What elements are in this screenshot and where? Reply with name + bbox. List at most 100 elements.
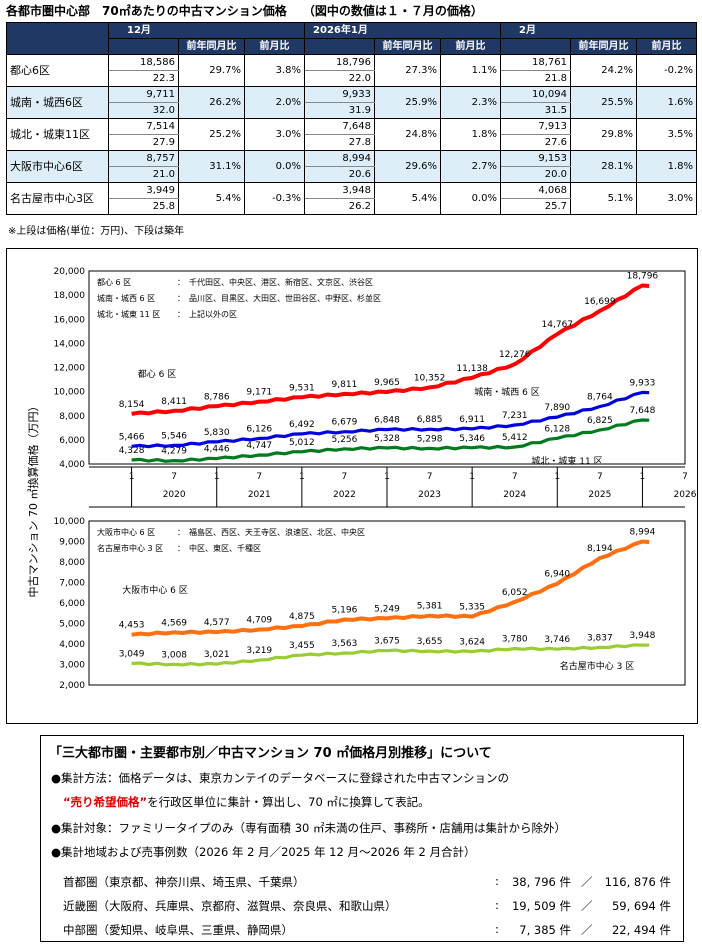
mom-cell: 1.8% xyxy=(636,150,698,183)
series-name-label: 名古屋市中心 3 区 xyxy=(560,660,634,672)
line-chart: 中古マンション 70 ㎡換算価格（万円）20,00018,00016,00014… xyxy=(26,267,697,691)
x-tick-label: 1 xyxy=(129,472,135,482)
region-name: 近畿圏（大阪府、兵庫県、京都府、滋賀県、奈良県、和歌山県） xyxy=(63,899,397,913)
data-label: 3,837 xyxy=(587,633,613,643)
region-slash: ／ xyxy=(581,899,593,913)
y-tick-label: 8,000 xyxy=(59,412,85,422)
price-cell: 3,948 xyxy=(304,182,376,199)
month-header: 2月 xyxy=(500,22,698,39)
data-label: 5,328 xyxy=(374,434,400,444)
region-b: 59, 694 件 xyxy=(611,899,671,913)
region-b: 22, 494 件 xyxy=(611,923,671,937)
data-label: 4,875 xyxy=(289,612,315,622)
data-label: 3,049 xyxy=(119,649,145,659)
data-label: 4,279 xyxy=(161,447,187,457)
region-slash: ／ xyxy=(581,875,593,889)
plot-area xyxy=(88,270,686,465)
mom-cell: 3.8% xyxy=(243,54,306,87)
y-tick-label: 16,000 xyxy=(54,315,86,325)
data-label: 5,830 xyxy=(204,428,230,438)
subheader: 前年同月比 xyxy=(570,38,638,55)
data-label: 5,196 xyxy=(332,605,358,615)
mom-cell: 0.0% xyxy=(440,182,502,215)
data-label: 4,569 xyxy=(161,618,187,628)
price-cell: 18,586 xyxy=(108,54,179,71)
legend-desc: ： 品川区、目黒区、大田区、世田谷区、中野区、杉並区 xyxy=(177,293,381,303)
data-label: 8,154 xyxy=(119,400,145,410)
yoy-cell: 31.1% xyxy=(178,150,245,183)
data-label: 5,381 xyxy=(417,602,443,612)
data-label: 7,648 xyxy=(630,406,656,416)
data-label: 8,786 xyxy=(204,392,230,402)
price-cell: 10,094 xyxy=(500,86,572,103)
region-sep: : xyxy=(495,874,499,888)
mom-cell: -0.3% xyxy=(243,182,306,215)
age-cell: 21.8 xyxy=(500,70,572,87)
y-tick-label: 8,000 xyxy=(59,558,85,568)
page-title: 各都市圏中心部 70㎡あたりの中古マンション価格 （図中の数値は１・７月の価格） xyxy=(6,4,483,18)
x-year-label: 2021 xyxy=(248,490,271,500)
y-tick-label: 5,000 xyxy=(59,620,85,630)
method-post-text: を行政区単位に集計・算出し、70 ㎡に換算して表記。 xyxy=(147,795,430,809)
series-line xyxy=(131,283,650,416)
data-label: 3,746 xyxy=(544,635,570,645)
age-cell: 22.3 xyxy=(108,70,179,87)
price-cell: 18,796 xyxy=(304,54,376,71)
legend-name: 城南・城西 6 区 xyxy=(97,293,155,303)
region-name: 名古屋市中心3区 xyxy=(6,182,109,215)
data-label: 4,328 xyxy=(119,446,145,456)
mom-cell: -0.2% xyxy=(636,54,698,87)
header-blank xyxy=(108,38,179,55)
x-tick-label: 1 xyxy=(554,472,560,482)
yoy-cell: 5.4% xyxy=(178,182,245,215)
data-label: 8,411 xyxy=(161,397,187,407)
x-tick-label: 1 xyxy=(384,472,390,482)
data-label: 14,767 xyxy=(542,320,574,330)
mom-cell: 1.6% xyxy=(636,86,698,119)
header-blank xyxy=(500,38,572,55)
mom-cell: 3.0% xyxy=(636,182,698,215)
age-cell: 21.0 xyxy=(108,166,179,183)
mom-cell: 1.8% xyxy=(440,118,502,151)
data-label: 3,624 xyxy=(459,638,485,648)
series-line xyxy=(131,418,650,463)
yoy-cell: 29.6% xyxy=(374,150,442,183)
subheader: 前月比 xyxy=(636,38,698,55)
data-label: 6,492 xyxy=(289,420,315,430)
mom-cell: 2.7% xyxy=(440,150,502,183)
data-label: 5,256 xyxy=(332,435,358,445)
x-tick-label: 7 xyxy=(171,472,177,482)
x-year-label: 2020 xyxy=(163,490,186,500)
data-label: 5,412 xyxy=(502,433,528,443)
yoy-cell: 26.2% xyxy=(178,86,245,119)
x-year-label: 2026 xyxy=(674,490,697,500)
price-cell: 4,068 xyxy=(500,182,572,199)
region-a: 19, 509 件 xyxy=(511,899,571,913)
y-tick-label: 6,000 xyxy=(59,436,85,446)
data-label: 4,709 xyxy=(246,615,272,625)
region-sep: : xyxy=(495,922,499,936)
x-tick-label: 1 xyxy=(214,472,220,482)
legend-name: 都心 6 区 xyxy=(97,278,131,287)
price-cell: 18,761 xyxy=(500,54,572,71)
yoy-cell: 27.3% xyxy=(374,54,442,87)
x-tick-label: 1 xyxy=(469,472,475,482)
data-label: 6,052 xyxy=(502,588,528,598)
data-label: 6,126 xyxy=(246,424,272,434)
series-name-label: 城南・城西 6 区 xyxy=(474,386,539,398)
data-label: 5,012 xyxy=(289,438,315,448)
data-label: 18,796 xyxy=(627,272,659,282)
region-name: 城北・城東11区 xyxy=(6,118,109,151)
region-name: 首都圏（東京都、神奈川県、埼玉県、千葉県） xyxy=(63,875,305,889)
y-tick-label: 18,000 xyxy=(54,291,86,301)
data-label: 6,825 xyxy=(587,416,613,426)
yoy-cell: 28.1% xyxy=(570,150,638,183)
mom-cell: 3.0% xyxy=(243,118,306,151)
y-axis-label: 中古マンション 70 ㎡換算価格（万円） xyxy=(26,401,40,598)
yoy-cell: 24.2% xyxy=(570,54,638,87)
data-label: 4,747 xyxy=(246,441,272,451)
price-cell: 9,711 xyxy=(108,86,179,103)
data-label: 4,577 xyxy=(204,618,230,628)
x-tick-label: 7 xyxy=(342,472,348,482)
price-cell: 3,949 xyxy=(108,182,179,199)
